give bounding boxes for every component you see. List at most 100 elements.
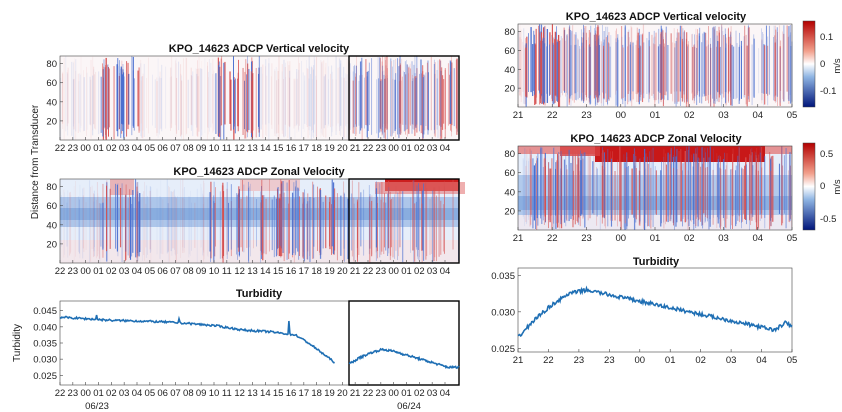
- rz-xtick-6: 03: [718, 233, 729, 244]
- rz-xtick-1: 22: [547, 233, 558, 244]
- lt-ytick-0: 0.025: [33, 371, 57, 382]
- lz-xtick-25: 23: [376, 266, 387, 277]
- left-turbidity-series: [59, 314, 335, 364]
- left-turbidity-title: Turbidity: [236, 288, 283, 300]
- lv-xtick-22: 20: [337, 143, 348, 154]
- lv-xtick-6: 04: [132, 143, 143, 154]
- lz-xtick-2: 00: [80, 266, 91, 277]
- rv-cbar-tick-2: -0.1: [820, 86, 836, 97]
- lv-xtick-11: 09: [196, 143, 207, 154]
- lt-xtick-18: 16: [286, 388, 297, 399]
- lv-ytick-3: 80: [46, 59, 57, 70]
- lv-xtick-0: 22: [55, 143, 66, 154]
- lv-xtick-17: 15: [273, 143, 284, 154]
- lt-xtick-26: 00: [388, 388, 399, 399]
- rz-ytick-1: 40: [504, 187, 515, 198]
- rt-xtick-9: 05: [787, 355, 798, 366]
- lz-xtick-15: 13: [247, 266, 258, 277]
- lt-xtick-6: 04: [132, 388, 143, 399]
- lz-xtick-18: 16: [286, 266, 297, 277]
- right-zonal-colorbar: [802, 142, 816, 231]
- lz-xtick-21: 19: [324, 266, 335, 277]
- lt-xtick-19: 17: [299, 388, 310, 399]
- lv-ytick-2: 60: [46, 78, 57, 89]
- lz-xtick-30: 04: [440, 266, 451, 277]
- lz-ytick-1: 40: [46, 220, 57, 231]
- rz-xtick-4: 01: [650, 233, 661, 244]
- rt-xtick-1: 22: [543, 355, 554, 366]
- rv-xtick-3: 00: [615, 110, 626, 121]
- rt-ytick-0: 0.025: [491, 344, 515, 355]
- left-vertical-heatmap: [59, 55, 460, 141]
- lt-ytick-2: 0.035: [33, 339, 57, 350]
- lz-xtick-24: 22: [363, 266, 374, 277]
- date-label-0624: 06/24: [397, 401, 421, 412]
- lv-xtick-18: 16: [286, 143, 297, 154]
- left-vertical-highlight-box: [348, 55, 460, 141]
- rv-cbar-tick-0: 0.1: [820, 32, 833, 43]
- lv-xtick-2: 00: [80, 143, 91, 154]
- lt-xtick-10: 08: [183, 388, 194, 399]
- lz-xtick-23: 21: [350, 266, 361, 277]
- lt-xtick-29: 03: [427, 388, 438, 399]
- lv-xtick-16: 14: [260, 143, 271, 154]
- lz-xtick-20: 18: [311, 266, 322, 277]
- rt-xtick-7: 03: [726, 355, 737, 366]
- rz-cbar-label: m/s: [832, 179, 842, 195]
- right-turbidity-title: Turbidity: [633, 256, 680, 268]
- lv-xtick-8: 06: [157, 143, 168, 154]
- rz-cbar-tick-1: 0: [820, 181, 825, 192]
- lt-xtick-23: 21: [350, 388, 361, 399]
- rt-xtick-2: 23: [574, 355, 585, 366]
- lz-ytick-2: 60: [46, 201, 57, 212]
- lv-xtick-13: 11: [222, 143, 232, 154]
- left-zonal-title: KPO_14623 ADCP Zonal Velocity: [173, 166, 345, 178]
- rv-cbar-tick-1: 0: [820, 59, 825, 70]
- left-zonal-highlight-box: [348, 178, 460, 264]
- lz-xtick-9: 07: [170, 266, 181, 277]
- lv-xtick-24: 22: [363, 143, 374, 154]
- rt-xtick-5: 01: [665, 355, 676, 366]
- rv-ytick-1: 40: [504, 65, 515, 76]
- rv-xtick-0: 21: [513, 110, 524, 121]
- lt-xtick-13: 11: [222, 388, 232, 399]
- rt-xtick-4: 00: [634, 355, 645, 366]
- lv-xtick-28: 02: [414, 143, 425, 154]
- lt-xtick-27: 01: [401, 388, 412, 399]
- lt-ytick-4: 0.045: [33, 306, 57, 317]
- lv-ytick-0: 20: [46, 116, 57, 127]
- lz-xtick-4: 02: [106, 266, 117, 277]
- lz-xtick-6: 04: [132, 266, 143, 277]
- left-turbidity-highlight-box: [348, 300, 460, 386]
- lt-xtick-7: 05: [145, 388, 156, 399]
- lz-ytick-3: 80: [46, 182, 57, 193]
- right-turbidity-series: [517, 285, 793, 337]
- rz-xtick-3: 00: [615, 233, 626, 244]
- lt-xtick-1: 23: [68, 388, 79, 399]
- rv-xtick-4: 01: [650, 110, 661, 121]
- lz-xtick-22: 20: [337, 266, 348, 277]
- lt-xtick-17: 15: [273, 388, 284, 399]
- lt-xtick-12: 10: [209, 388, 220, 399]
- lv-xtick-20: 18: [311, 143, 322, 154]
- rt-xtick-8: 04: [756, 355, 767, 366]
- lz-xtick-7: 05: [145, 266, 156, 277]
- rt-xtick-3: 23: [604, 355, 615, 366]
- lv-xtick-26: 00: [388, 143, 399, 154]
- lz-xtick-12: 10: [209, 266, 220, 277]
- lz-xtick-19: 17: [299, 266, 310, 277]
- lv-xtick-27: 01: [401, 143, 412, 154]
- lz-xtick-8: 06: [157, 266, 168, 277]
- rt-ytick-1: 0.030: [491, 307, 515, 318]
- lz-xtick-5: 03: [119, 266, 130, 277]
- lv-xtick-29: 03: [427, 143, 438, 154]
- lv-xtick-14: 12: [234, 143, 245, 154]
- left-turbidity-series-right: [348, 347, 460, 370]
- lt-xtick-16: 14: [260, 388, 271, 399]
- lz-xtick-29: 03: [427, 266, 438, 277]
- rz-xtick-5: 02: [684, 233, 695, 244]
- date-label-0623: 06/23: [85, 401, 109, 412]
- lt-xtick-24: 22: [363, 388, 374, 399]
- rt-xtick-0: 21: [513, 355, 524, 366]
- left-vertical-title: KPO_14623 ADCP Vertical velocity: [169, 43, 350, 55]
